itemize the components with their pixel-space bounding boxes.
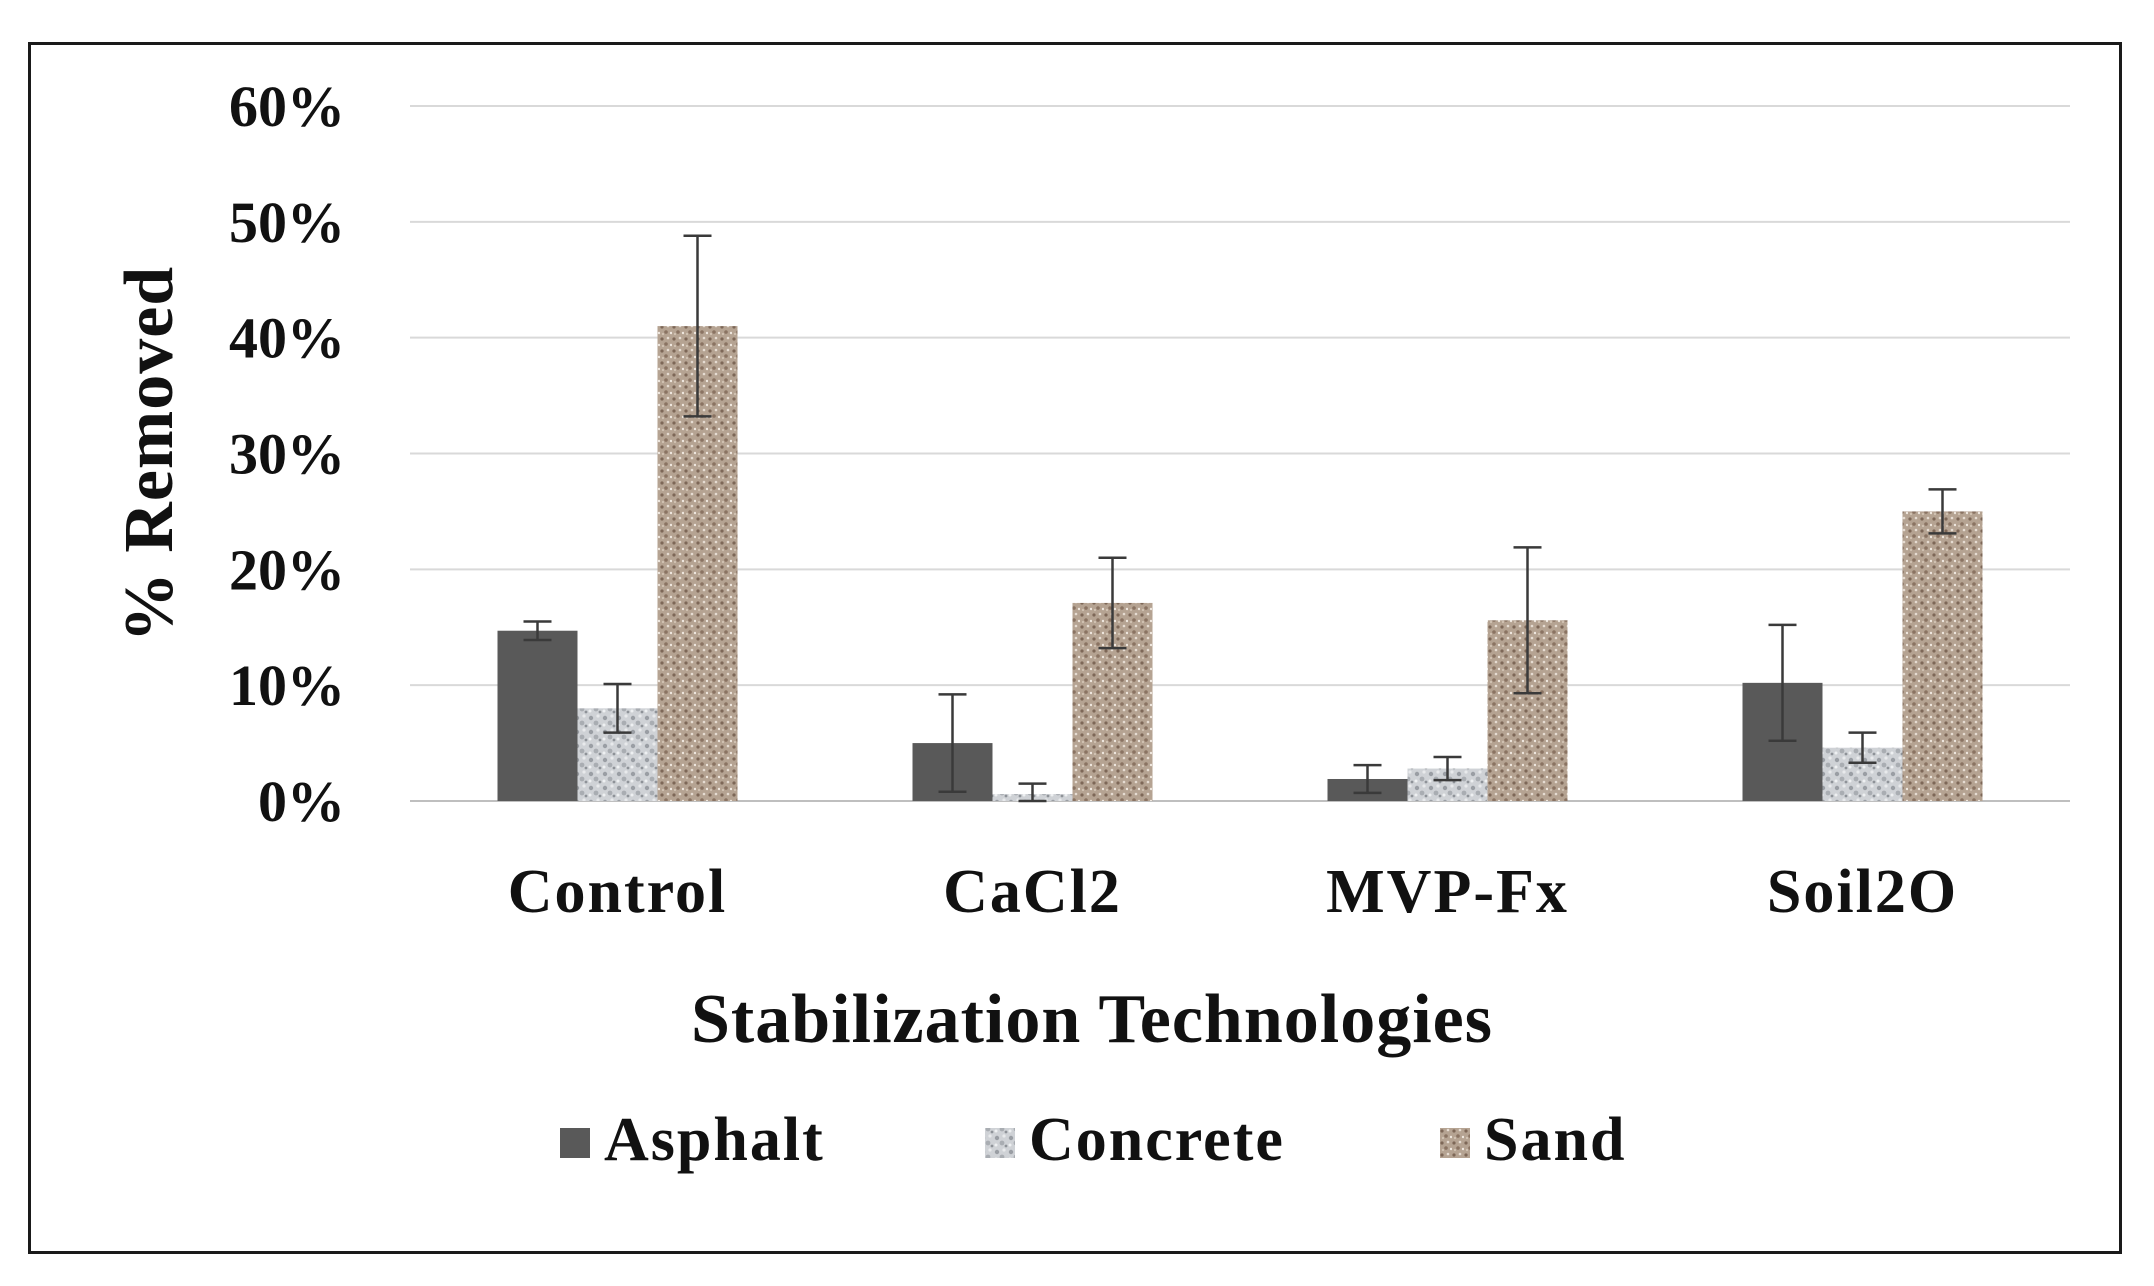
error-bar — [1098, 556, 1127, 650]
error-bar — [1848, 731, 1877, 765]
x-category-label: Control — [508, 858, 728, 926]
error-bar — [1768, 623, 1797, 743]
error-bar — [603, 682, 632, 734]
y-tick-label: 20% — [229, 537, 345, 602]
bar-sand-soil2o — [1902, 511, 1983, 801]
error-bar — [1433, 755, 1462, 782]
y-tick-label: 0% — [258, 769, 345, 834]
legend-label-sand: Sand — [1484, 1106, 1626, 1174]
y-tick-label: 30% — [229, 422, 345, 487]
x-axis-title: Stabilization Technologies — [691, 981, 1493, 1058]
error-bar — [1353, 763, 1382, 795]
y-tick-label: 60% — [229, 74, 345, 139]
error-bar — [523, 620, 552, 642]
legend-swatch-concrete — [985, 1128, 1015, 1158]
y-axis-title: % Removed — [111, 266, 188, 642]
bar-asphalt-control — [497, 630, 578, 801]
legend-label-concrete: Concrete — [1029, 1106, 1285, 1174]
legend-label-asphalt: Asphalt — [604, 1106, 825, 1174]
x-category-label: Soil2O — [1767, 858, 1958, 926]
error-bar — [683, 234, 712, 418]
error-bar — [1513, 546, 1542, 695]
y-tick-label: 40% — [229, 306, 345, 371]
x-category-label: CaCl2 — [943, 858, 1122, 926]
legend-swatch-sand — [1440, 1128, 1470, 1158]
error-bar — [1018, 782, 1047, 803]
x-category-label: MVP-Fx — [1326, 858, 1569, 926]
legend-swatch-asphalt — [560, 1128, 590, 1158]
legend: Asphalt Concrete Sand — [560, 1106, 1626, 1174]
error-bar — [938, 693, 967, 793]
y-tick-label: 10% — [229, 653, 345, 718]
y-tick-label: 50% — [229, 190, 345, 255]
error-bar — [1928, 488, 1957, 535]
